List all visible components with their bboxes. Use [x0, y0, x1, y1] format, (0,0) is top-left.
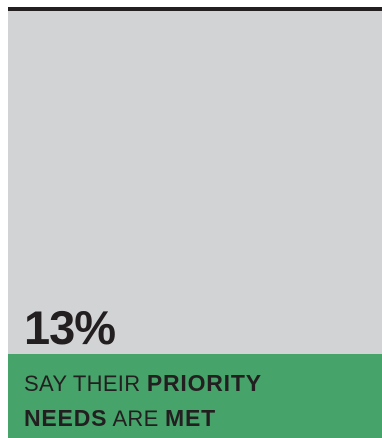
caption-emphasis: MET	[165, 405, 216, 431]
caption-text: ARE	[107, 406, 165, 431]
stat-value: 13%	[24, 301, 116, 354]
caption-text: SAY THEIR	[24, 371, 147, 396]
caption-emphasis: PRIORITY	[146, 370, 262, 396]
caption-line-2: NEEDS ARE MET	[24, 401, 262, 436]
caption-emphasis: NEEDS	[24, 405, 108, 431]
stat-caption: SAY THEIR PRIORITY NEEDS ARE MET	[24, 366, 262, 436]
stat-bar-fill: SAY THEIR PRIORITY NEEDS ARE MET	[8, 354, 382, 438]
bar-background	[8, 11, 382, 354]
stat-card: 13% SAY THEIR PRIORITY NEEDS ARE MET	[8, 7, 382, 438]
top-rule	[8, 7, 382, 11]
caption-line-1: SAY THEIR PRIORITY	[24, 366, 262, 401]
